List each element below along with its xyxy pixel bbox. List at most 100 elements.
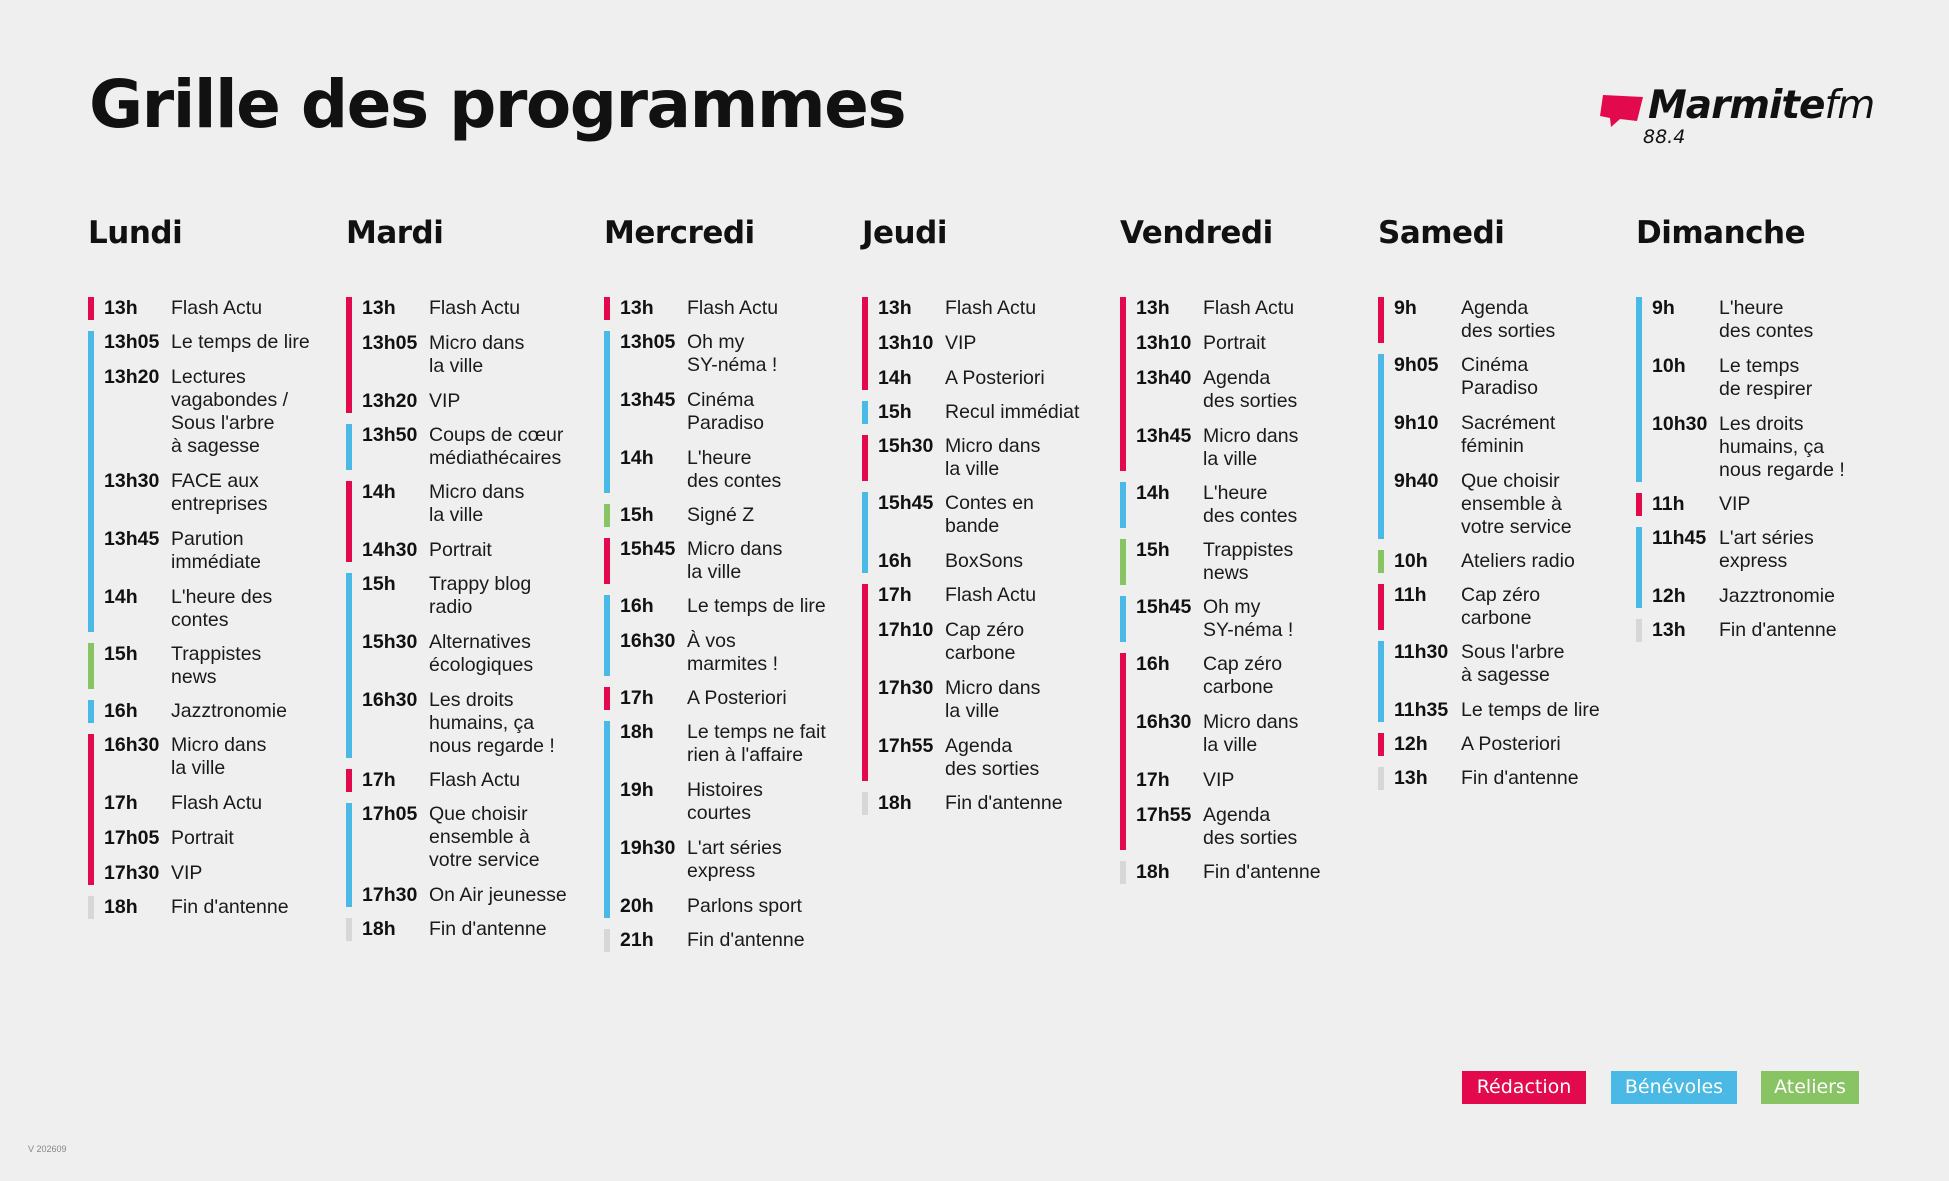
program-item: 11h35 Le temps de lire [1394,699,1628,722]
program-time: 19h30 [620,837,676,859]
program-time: 17h10 [878,619,934,641]
program-time: 13h45 [1136,425,1192,447]
program-item: 11h VIP [1652,493,1886,516]
program-block: 17h A Posteriori [604,687,854,710]
program-block: 15h Trappistes news [1120,539,1370,585]
program-block: 9h L'heure des contes 10h Le temps de respi… [1636,297,1886,482]
program-title: Le temps de respirer [1719,355,1813,400]
program-block: 13h Flash Actu [88,297,338,320]
program-title: Fin d'antenne [1461,767,1579,789]
program-time: 17h05 [104,827,160,849]
program-title: VIP [1203,769,1235,791]
program-title: Flash Actu [945,584,1037,606]
program-time: 9h40 [1394,470,1439,492]
program-block: 21h Fin d'antenne [604,929,854,952]
program-block: 13h05 Oh my SY-néma ! 13h45 Cinéma Paradiso… [604,331,854,493]
program-time: 17h [878,584,912,606]
program-title: Parution immédiate [171,528,261,573]
program-title: Fin d'antenne [687,929,805,951]
program-title: Ateliers radio [1461,550,1575,572]
day-heading: Vendredi [1120,215,1273,251]
program-title: Fin d'antenne [429,918,547,940]
program-time: 15h45 [878,492,934,514]
program-time: 14h [104,586,138,608]
program-time: 13h [1394,767,1428,789]
program-title: VIP [171,862,203,884]
program-time: 13h [1136,297,1170,319]
program-title: L'heure des contes [687,447,782,492]
program-item: 10h30 Les droits humains, ça nous regarde… [1652,413,1886,482]
program-item: 14h L'heure des contes [1136,482,1370,528]
day-column: Samedi 9h Agenda des sorties 9h05 Cinéma Par… [1378,212,1628,801]
program-item: 16h Cap zéro carbone [1136,653,1370,699]
program-title: L'art séries express [687,837,782,882]
program-time: 19h [620,779,654,801]
program-title: On Air jeunesse [429,884,567,906]
program-time: 17h [620,687,654,709]
program-title: Fin d'antenne [171,896,289,918]
program-item: 15h Trappistes news [1136,539,1370,585]
program-block: 13h Flash Actu [604,297,854,320]
program-item: 17h Flash Actu [362,769,596,792]
program-title: Micro dans la ville [945,435,1041,480]
legend-ateliers: Ateliers [1761,1071,1859,1104]
program-title: Signé Z [687,504,755,526]
program-title: Oh my SY-néma ! [687,331,778,376]
day-heading: Mercredi [604,215,755,251]
program-title: Le temps ne fait rien à l'affaire [687,721,826,766]
program-block: 14h Micro dans la ville 14h30 Portrait [346,481,596,562]
program-time: 13h20 [362,390,418,412]
program-item: 13h Flash Actu [1136,297,1370,320]
program-block: 13h Fin d'antenne [1378,767,1628,790]
program-item: 18h Fin d'antenne [1136,861,1370,884]
program-time: 14h [362,481,396,503]
program-item: 13h45 Cinéma Paradiso [620,389,854,435]
program-item: 11h Cap zéro carbone [1394,584,1628,630]
program-block: 9h Agenda des sorties [1378,297,1628,343]
program-item: 13h45 Micro dans la ville [1136,425,1370,471]
program-block: 17h Flash Actu 17h10 Cap zéro carbone 17h30 M… [862,584,1112,781]
program-block: 11h30 Sous l'arbre à sagesse 11h35 Le temps… [1378,641,1628,722]
program-title: Fin d'antenne [945,792,1063,814]
program-item: 14h Micro dans la ville [362,481,596,527]
program-time: 14h30 [362,539,418,561]
program-item: 12h A Posteriori [1394,733,1628,756]
program-block: 18h Fin d'antenne [346,918,596,941]
program-title: Flash Actu [945,297,1037,319]
program-time: 17h30 [362,884,418,906]
program-time: 17h [104,792,138,814]
program-item: 17h Flash Actu [104,792,338,815]
program-title: Micro dans la ville [687,538,783,583]
program-time: 16h30 [1136,711,1192,733]
program-item: 14h L'heure des contes [620,447,854,493]
program-title: Micro dans la ville [1203,425,1299,470]
program-item: 13h Fin d'antenne [1394,767,1628,790]
program-item: 17h30 Micro dans la ville [878,677,1112,723]
program-title: Fin d'antenne [1203,861,1321,883]
program-block: 13h Flash Actu 13h10 VIP 14h A Posteriori [862,297,1112,390]
program-title: Cinéma Paradiso [687,389,764,434]
program-item: 17h05 Portrait [104,827,338,850]
program-item: 17h30 On Air jeunesse [362,884,596,907]
program-title: À vos marmites ! [687,630,779,675]
program-item: 14h A Posteriori [878,367,1112,390]
program-title: Que choisir ensemble à votre service [1461,470,1572,538]
program-time: 13h [878,297,912,319]
program-item: 13h05 Oh my SY-néma ! [620,331,854,377]
program-item: 17h05 Que choisir ensemble à votre servic… [362,803,596,872]
program-item: 13h20 Lectures vagabondes / Sous l'arbre … [104,366,338,458]
program-title: Micro dans la ville [429,481,525,526]
program-time: 10h [1394,550,1428,572]
program-title: Micro dans la ville [429,332,525,377]
program-time: 9h [1394,297,1417,319]
program-block: 18h Fin d'antenne [862,792,1112,815]
program-time: 15h [1136,539,1170,561]
program-item: 16h BoxSons [878,550,1112,573]
program-title: Micro dans la ville [1203,711,1299,756]
program-item: 13h Flash Actu [878,297,1112,320]
day-heading: Lundi [88,215,183,251]
program-block: 13h50 Coups de cœur médiathécaires [346,424,596,470]
program-time: 15h45 [620,538,676,560]
program-title: Le temps de lire [687,595,826,617]
program-item: 13h40 Agenda des sorties [1136,367,1370,413]
